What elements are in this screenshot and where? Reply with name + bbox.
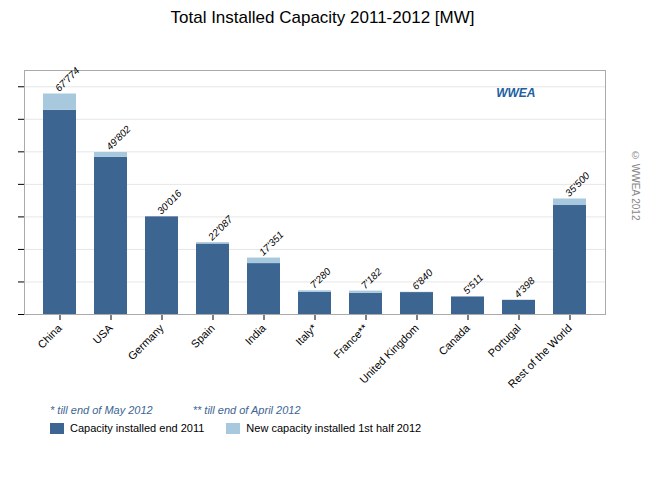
html-text:New capacity installed 1st hal: New capacity installed 1st half 2012	[246, 422, 422, 434]
svg-text:7'280: 7'280	[308, 265, 333, 290]
svg-text:Germany: Germany	[125, 321, 166, 362]
svg-text:4'398: 4'398	[512, 275, 537, 300]
svg-text:Italy*: Italy*	[293, 321, 319, 347]
svg-text:49'802: 49'802	[104, 123, 133, 152]
svg-text:6'840: 6'840	[410, 267, 435, 292]
svg-text:Portugal: Portugal	[485, 322, 522, 359]
svg-text:5'511: 5'511	[461, 272, 485, 296]
svg-text:Spain: Spain	[189, 322, 217, 350]
svg-text:Canada: Canada	[436, 321, 472, 357]
svg-text:India: India	[243, 321, 269, 347]
svg-text:WWEA: WWEA	[496, 86, 535, 100]
html-text:Total Installed Capacity 2011-: Total Installed Capacity 2011-2012 [MW]	[170, 8, 475, 27]
html-text:** till end of April 2012: ** till end of April 2012	[192, 404, 301, 416]
svg-text:France**: France**	[331, 321, 370, 360]
html-text:© WWEA 2012: © WWEA 2012	[630, 150, 641, 221]
svg-text:United Kingdom: United Kingdom	[357, 322, 421, 386]
svg-text:35'500: 35'500	[563, 170, 592, 199]
svg-text:30'016: 30'016	[155, 187, 184, 216]
svg-text:17'351: 17'351	[257, 229, 286, 258]
svg-text:China: China	[35, 321, 64, 350]
svg-text:USA: USA	[90, 321, 115, 346]
svg-text:67'774: 67'774	[53, 65, 82, 94]
svg-text:Rest of the World: Rest of the World	[505, 322, 573, 390]
svg-text:7'182: 7'182	[359, 266, 384, 291]
svg-text:22'087: 22'087	[205, 213, 235, 243]
html-text:* till end of May 2012: * till end of May 2012	[50, 404, 153, 416]
html-text:Capacity installed end 2011: Capacity installed end 2011	[70, 422, 205, 434]
